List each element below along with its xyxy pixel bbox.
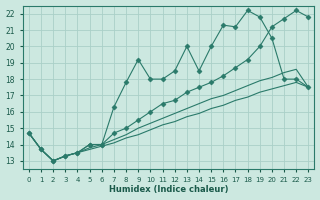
X-axis label: Humidex (Indice chaleur): Humidex (Indice chaleur) — [109, 185, 228, 194]
